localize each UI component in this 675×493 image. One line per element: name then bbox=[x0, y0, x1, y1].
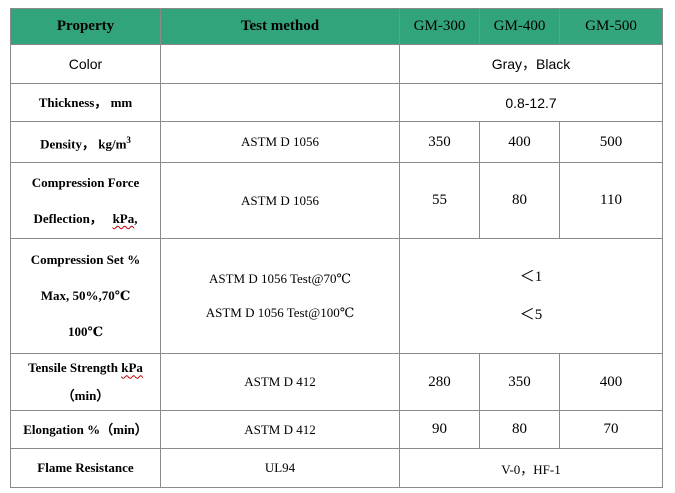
property-compression-set: Compression Set % Max, 50%,70℃ 100℃ bbox=[10, 238, 161, 355]
property-density: Density， kg/m3 bbox=[10, 120, 161, 164]
value-compression-set-100: ＜5 bbox=[519, 307, 543, 324]
property-compression-force-line2: Deflection， kPa, bbox=[15, 201, 156, 237]
value-thickness: 0.8-12.7 bbox=[399, 83, 663, 122]
method-compression-set: ASTM D 1056 Test@70℃ ASTM D 1056 Test@10… bbox=[160, 238, 400, 355]
property-compression-force-line1: Compression Force bbox=[31, 174, 140, 190]
value-tensile-500: 400 bbox=[559, 353, 663, 412]
property-color: Color bbox=[10, 44, 161, 84]
method-compression-force: ASTM D 1056 bbox=[160, 162, 400, 240]
property-compression-set-line1: Compression Set % bbox=[30, 252, 141, 268]
value-flame: V-0，HF-1 bbox=[399, 448, 663, 489]
property-table: Property Test method GM-300 GM-400 GM-50… bbox=[10, 8, 663, 489]
method-compression-set-100: ASTM D 1056 Test@100℃ bbox=[205, 305, 355, 321]
method-elongation: ASTM D 412 bbox=[160, 410, 400, 450]
header-test-method: Test method bbox=[160, 8, 400, 45]
value-compression-set: ＜1 ＜5 bbox=[399, 238, 663, 355]
header-grade-300: GM-300 bbox=[399, 8, 480, 45]
property-density-sup: 3 bbox=[126, 135, 131, 145]
property-tensile: Tensile Strength kPa （min） bbox=[10, 353, 161, 412]
header-row: Property Test method GM-300 GM-400 GM-50… bbox=[10, 8, 663, 45]
value-color: Gray，Black bbox=[399, 44, 663, 84]
property-tensile-line2: （min） bbox=[61, 388, 110, 404]
value-tensile-400: 350 bbox=[479, 353, 560, 412]
value-tensile-300: 280 bbox=[399, 353, 480, 412]
value-elongation-300: 90 bbox=[399, 410, 480, 450]
method-density: ASTM D 1056 bbox=[160, 120, 400, 164]
method-compression-set-70: ASTM D 1056 Test@70℃ bbox=[208, 271, 351, 287]
value-density-300: 350 bbox=[399, 120, 480, 164]
value-compression-force-300: 55 bbox=[399, 162, 480, 240]
value-compression-force-400: 80 bbox=[479, 162, 560, 240]
property-compression-force: Compression Force Deflection， kPa, bbox=[10, 162, 161, 240]
value-compression-force-500: 110 bbox=[559, 162, 663, 240]
value-elongation-500: 70 bbox=[559, 410, 663, 450]
value-compression-set-70: ＜1 bbox=[519, 269, 543, 286]
table-row-compression-set: Compression Set % Max, 50%,70℃ 100℃ ASTM… bbox=[10, 238, 663, 355]
property-elongation: Elongation %（min） bbox=[10, 410, 161, 450]
cf-line2-a: Deflection， bbox=[33, 210, 103, 226]
table-row-elongation: Elongation %（min） ASTM D 412 90 80 70 bbox=[10, 410, 663, 450]
table-row-thickness: Thickness， mm 0.8-12.7 bbox=[10, 83, 663, 122]
property-thickness: Thickness， mm bbox=[10, 83, 161, 122]
property-tensile-line1: Tensile Strength kPa bbox=[15, 354, 156, 382]
method-tensile: ASTM D 412 bbox=[160, 353, 400, 412]
property-compression-set-line3: 100℃ bbox=[67, 324, 104, 340]
cf-line2-comma: , bbox=[134, 210, 138, 226]
value-elongation-400: 80 bbox=[479, 410, 560, 450]
header-grade-500: GM-500 bbox=[559, 8, 663, 45]
value-density-400: 400 bbox=[479, 120, 560, 164]
property-flame: Flame Resistance bbox=[10, 448, 161, 489]
table-row-density: Density， kg/m3 ASTM D 1056 350 400 500 bbox=[10, 120, 663, 164]
method-color bbox=[160, 44, 400, 84]
cf-line2-unit: kPa bbox=[112, 210, 135, 226]
table-row-compression-force: Compression Force Deflection， kPa, ASTM … bbox=[10, 162, 663, 240]
table-row-tensile: Tensile Strength kPa （min） ASTM D 412 28… bbox=[10, 353, 663, 412]
header-grade-400: GM-400 bbox=[479, 8, 560, 45]
method-flame: UL94 bbox=[160, 448, 400, 489]
tensile-line1-a: Tensile Strength bbox=[28, 360, 122, 376]
table-row-flame: Flame Resistance UL94 V-0，HF-1 bbox=[10, 448, 663, 489]
value-density-500: 500 bbox=[559, 120, 663, 164]
table-row-color: Color Gray，Black bbox=[10, 44, 663, 84]
method-thickness bbox=[160, 83, 400, 122]
property-density-label: Density， kg/m bbox=[40, 136, 127, 152]
header-property: Property bbox=[10, 8, 161, 45]
property-compression-set-line2: Max, 50%,70℃ bbox=[40, 288, 131, 304]
tensile-line1-unit: kPa bbox=[121, 360, 143, 376]
